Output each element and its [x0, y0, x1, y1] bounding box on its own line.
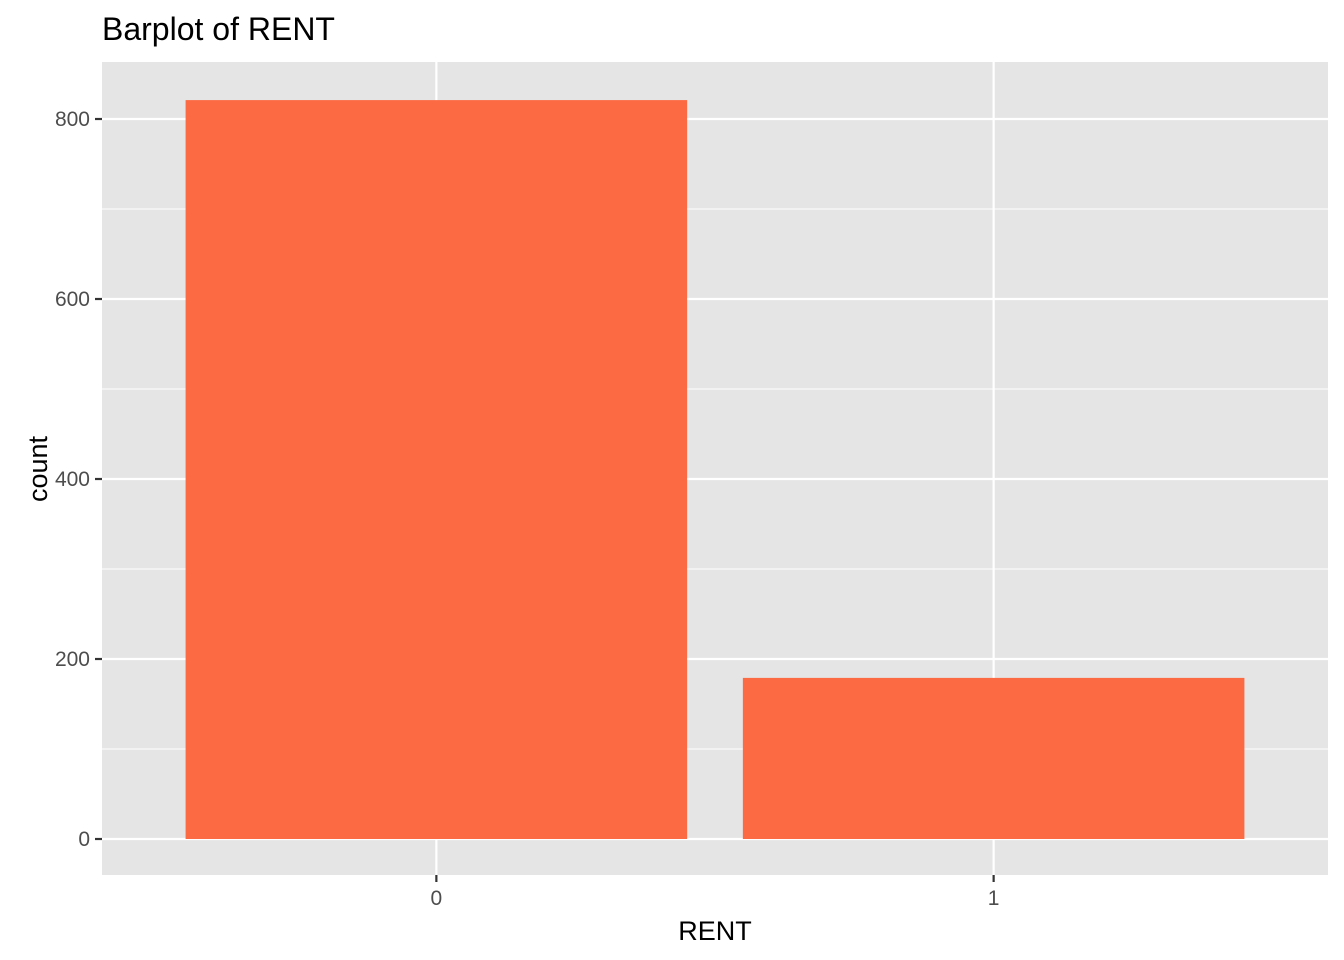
bar-0: [185, 100, 688, 840]
bar-1: [742, 677, 1245, 839]
x-tick-label: 1: [988, 887, 1000, 910]
y-tick-label: 600: [55, 288, 90, 311]
y-axis: 0 200 400 600 800: [55, 108, 102, 851]
x-axis-label: RENT: [678, 916, 752, 946]
y-axis-label: count: [23, 435, 53, 502]
y-tick-label: 400: [55, 468, 90, 491]
y-tick-label: 200: [55, 648, 90, 671]
x-tick-label: 0: [431, 887, 443, 910]
y-tick-label: 800: [55, 108, 90, 131]
bars: [185, 100, 1245, 840]
chart-title: Barplot of RENT: [102, 11, 335, 47]
y-tick-label: 0: [78, 828, 90, 851]
